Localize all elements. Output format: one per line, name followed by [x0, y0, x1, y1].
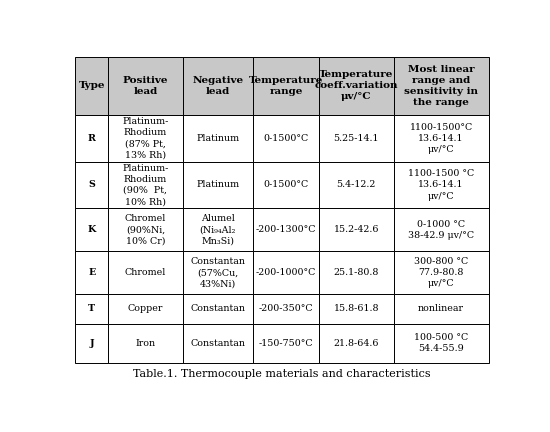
- Text: Table.1. Thermocouple materials and characteristics: Table.1. Thermocouple materials and char…: [133, 368, 431, 379]
- Bar: [393, 115, 488, 162]
- Bar: [75, 208, 108, 251]
- Bar: [183, 57, 253, 115]
- Text: Negative
lead: Negative lead: [192, 76, 243, 96]
- Text: Copper: Copper: [128, 305, 163, 314]
- Text: 0-1000 °C
38-42.9 μv/°C: 0-1000 °C 38-42.9 μv/°C: [408, 220, 474, 240]
- Bar: [253, 115, 319, 162]
- Bar: [108, 324, 183, 363]
- Bar: [319, 115, 393, 162]
- Bar: [108, 162, 183, 208]
- Bar: [393, 294, 488, 324]
- Text: 1100-1500°C
13.6-14.1
μv/°C: 1100-1500°C 13.6-14.1 μv/°C: [409, 123, 472, 154]
- Bar: [183, 251, 253, 294]
- Bar: [108, 208, 183, 251]
- Text: Type: Type: [79, 81, 105, 90]
- Bar: [75, 251, 108, 294]
- Bar: [108, 251, 183, 294]
- Text: Iron: Iron: [135, 339, 156, 348]
- Text: -200-1000°C: -200-1000°C: [256, 268, 316, 277]
- Bar: [393, 208, 488, 251]
- Text: Temperature
coeff.variation
μv/°C: Temperature coeff.variation μv/°C: [315, 70, 398, 102]
- Text: Platinum-
Rhodium
(90%  Pt,
10% Rh): Platinum- Rhodium (90% Pt, 10% Rh): [122, 164, 169, 206]
- Bar: [183, 294, 253, 324]
- Text: Constantan
(57%Cu,
43%Ni): Constantan (57%Cu, 43%Ni): [190, 257, 245, 289]
- Text: 15.2-42.6: 15.2-42.6: [333, 226, 379, 234]
- Bar: [393, 57, 488, 115]
- Text: Alumel
(Ni₉₄Al₂
Mn₃Si): Alumel (Ni₉₄Al₂ Mn₃Si): [200, 214, 236, 245]
- Bar: [319, 208, 393, 251]
- Bar: [75, 294, 108, 324]
- Bar: [108, 294, 183, 324]
- Text: E: E: [88, 268, 95, 277]
- Text: -200-1300°C: -200-1300°C: [256, 226, 316, 234]
- Text: 0-1500°C: 0-1500°C: [263, 133, 309, 143]
- Text: Temperature
range: Temperature range: [249, 76, 323, 96]
- Bar: [75, 162, 108, 208]
- Text: Constantan: Constantan: [190, 305, 245, 314]
- Bar: [253, 208, 319, 251]
- Text: S: S: [88, 181, 95, 190]
- Text: 15.8-61.8: 15.8-61.8: [333, 305, 379, 314]
- Text: Positive
lead: Positive lead: [123, 76, 168, 96]
- Text: Platinum-
Rhodium
(87% Pt,
13% Rh): Platinum- Rhodium (87% Pt, 13% Rh): [122, 117, 169, 159]
- Bar: [75, 57, 108, 115]
- Bar: [319, 324, 393, 363]
- Text: T: T: [88, 305, 95, 314]
- Bar: [253, 251, 319, 294]
- Bar: [319, 57, 393, 115]
- Bar: [253, 162, 319, 208]
- Bar: [253, 294, 319, 324]
- Text: Platinum: Platinum: [196, 181, 239, 190]
- Text: 0-1500°C: 0-1500°C: [263, 181, 309, 190]
- Text: -150-750°C: -150-750°C: [258, 339, 314, 348]
- Bar: [183, 324, 253, 363]
- Bar: [393, 162, 488, 208]
- Text: Most linear
range and
sensitivity in
the range: Most linear range and sensitivity in the…: [404, 65, 478, 107]
- Text: 5.25-14.1: 5.25-14.1: [333, 133, 379, 143]
- Text: 100-500 °C
54.4-55.9: 100-500 °C 54.4-55.9: [414, 333, 468, 353]
- Bar: [183, 162, 253, 208]
- Text: K: K: [87, 226, 96, 234]
- Text: 5.4-12.2: 5.4-12.2: [337, 181, 376, 190]
- Text: Chromel: Chromel: [125, 268, 166, 277]
- Bar: [253, 57, 319, 115]
- Text: R: R: [87, 133, 96, 143]
- Text: J: J: [89, 339, 94, 348]
- Bar: [75, 115, 108, 162]
- Text: 25.1-80.8: 25.1-80.8: [334, 268, 379, 277]
- Bar: [319, 251, 393, 294]
- Bar: [108, 115, 183, 162]
- Bar: [108, 57, 183, 115]
- Bar: [183, 208, 253, 251]
- Bar: [253, 324, 319, 363]
- Bar: [319, 162, 393, 208]
- Text: -200-350°C: -200-350°C: [258, 305, 314, 314]
- Bar: [319, 294, 393, 324]
- Bar: [393, 324, 488, 363]
- Bar: [183, 115, 253, 162]
- Text: Chromel
(90%Ni,
10% Cr): Chromel (90%Ni, 10% Cr): [125, 214, 166, 245]
- Text: 300-800 °C
77.9-80.8
μv/°C: 300-800 °C 77.9-80.8 μv/°C: [414, 257, 468, 289]
- Text: nonlinear: nonlinear: [418, 305, 464, 314]
- Text: Constantan: Constantan: [190, 339, 245, 348]
- Bar: [75, 324, 108, 363]
- Text: Platinum: Platinum: [196, 133, 239, 143]
- Text: 1100-1500 °C
13.6-14.1
μv/°C: 1100-1500 °C 13.6-14.1 μv/°C: [408, 169, 474, 200]
- Text: 21.8-64.6: 21.8-64.6: [333, 339, 379, 348]
- Bar: [393, 251, 488, 294]
